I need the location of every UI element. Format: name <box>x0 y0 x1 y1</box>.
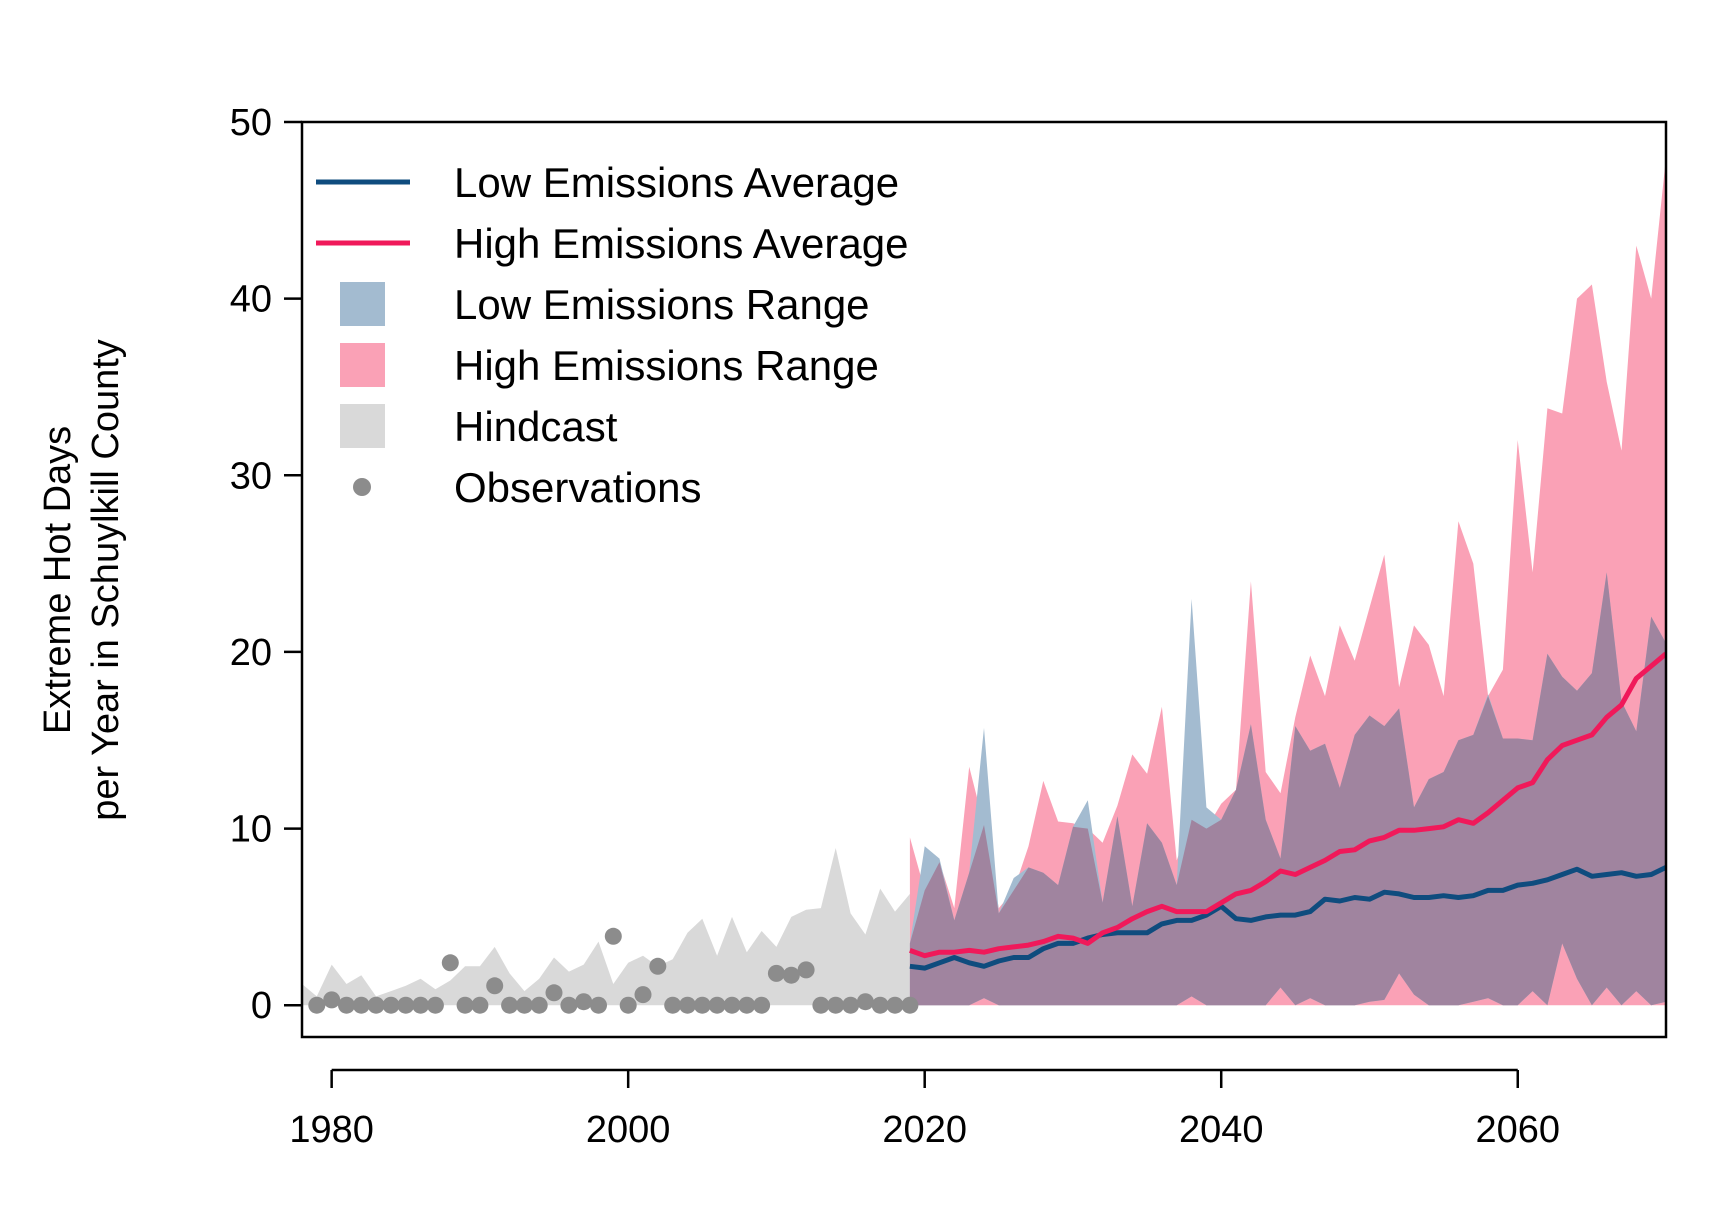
observation-point <box>486 977 504 995</box>
observation-point <box>308 996 326 1014</box>
observation-point <box>456 996 474 1014</box>
legend-label: High Emissions Range <box>454 342 879 389</box>
observation-point <box>575 993 593 1011</box>
plot-area <box>302 157 1666 1014</box>
legend-point-swatch <box>353 478 371 496</box>
observation-point <box>753 996 771 1014</box>
x-axis: 1980 2000 2020 2040 2060 <box>289 1068 1560 1151</box>
x-tick-label: 1980 <box>289 1109 374 1151</box>
observation-point <box>367 996 385 1014</box>
observation-point <box>530 996 548 1014</box>
y-tick-label: 0 <box>251 985 272 1027</box>
legend-item: Observations <box>353 464 701 511</box>
observation-point <box>590 996 607 1014</box>
y-tick-label: 10 <box>230 809 272 851</box>
y-tick-label: 30 <box>230 455 272 497</box>
x-tick-label: 2040 <box>1179 1109 1264 1151</box>
observation-point <box>827 996 845 1014</box>
y-tick-label: 20 <box>230 632 272 674</box>
y-axis-title-line-1: Extreme Hot Days <box>37 426 79 734</box>
observation-point <box>664 996 682 1014</box>
observation-point <box>619 996 637 1014</box>
observation-point <box>723 996 741 1014</box>
plot-frame <box>300 120 1668 1039</box>
y-axis-title-line-2: per Year in Schuylkill County <box>85 339 127 821</box>
observation-point <box>708 996 726 1014</box>
x-tick-label: 2060 <box>1475 1109 1560 1151</box>
observation-point <box>797 961 815 979</box>
legend-item: High Emissions Average <box>316 220 908 267</box>
observation-point <box>426 996 444 1014</box>
legend: Low Emissions Average High Emissions Aver… <box>316 159 908 511</box>
observation-point <box>886 996 904 1014</box>
observation-point <box>515 996 533 1014</box>
legend-item: Hindcast <box>340 403 618 450</box>
y-tick-label: 40 <box>230 279 272 321</box>
y-tick-label: 50 <box>230 102 272 144</box>
observation-point <box>397 996 415 1014</box>
legend-label: Low Emissions Range <box>454 281 870 328</box>
legend-item: Low Emissions Range <box>340 281 870 328</box>
legend-item: High Emissions Range <box>340 342 879 389</box>
y-axis: 0 10 20 30 40 50 <box>230 102 302 1027</box>
legend-box-swatch <box>340 343 385 387</box>
x-tick-label: 2020 <box>882 1109 967 1151</box>
legend-label: High Emissions Average <box>454 220 908 267</box>
observation-point <box>352 996 370 1014</box>
x-tick-label: 2000 <box>586 1109 671 1151</box>
observation-point <box>738 996 756 1014</box>
legend-label: Hindcast <box>454 403 618 450</box>
observation-point <box>693 996 711 1014</box>
legend-box-swatch <box>340 404 385 448</box>
legend-box-swatch <box>340 282 385 326</box>
observation-point <box>634 986 652 1004</box>
observation-point <box>842 996 860 1014</box>
observation-point <box>441 954 459 972</box>
legend-label: Low Emissions Average <box>454 159 899 206</box>
observation-point <box>604 927 622 945</box>
low-emissions-average-line <box>909 865 1666 971</box>
observation-point <box>679 996 696 1014</box>
observation-point <box>501 996 519 1014</box>
high-emissions-average-line <box>909 651 1666 959</box>
legend-item: Low Emissions Average <box>316 159 899 206</box>
observation-point <box>782 966 800 984</box>
observation-point <box>412 996 430 1014</box>
observation-point <box>856 993 874 1011</box>
y-axis-title: Extreme Hot Days per Year in Schuylkill … <box>37 339 127 821</box>
observation-point <box>560 996 578 1014</box>
observation-point <box>649 957 667 975</box>
observation-point <box>338 996 355 1014</box>
observation-point <box>812 996 830 1014</box>
observation-point <box>382 996 400 1014</box>
observation-point <box>767 964 785 982</box>
hindcast-range-area <box>302 848 910 1006</box>
observations-points <box>308 927 919 1014</box>
observation-point <box>901 996 919 1014</box>
legend-label: Observations <box>454 464 701 511</box>
observation-point <box>871 996 889 1014</box>
observation-point <box>471 996 489 1014</box>
observation-point <box>545 984 563 1002</box>
observation-point <box>323 991 341 1009</box>
